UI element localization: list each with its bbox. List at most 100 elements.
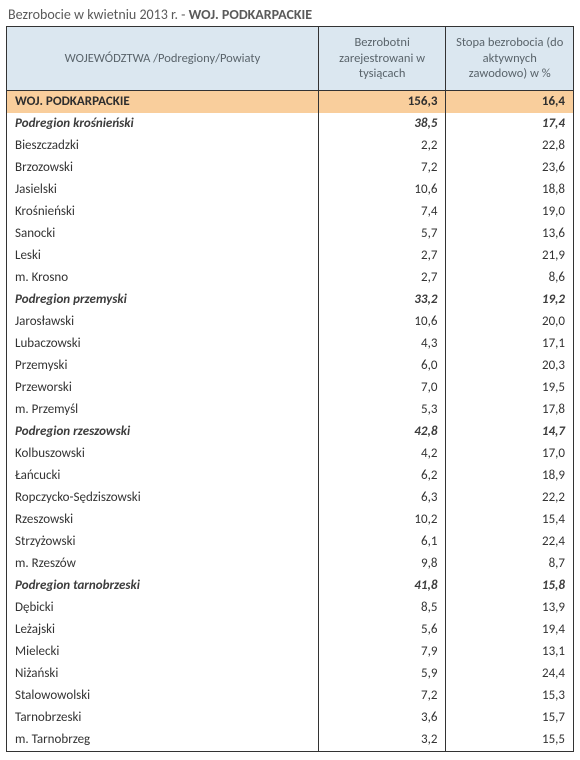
- cell-name: Brzozowski: [7, 157, 319, 179]
- cell-rate: 15,3: [446, 685, 574, 707]
- table-row: Kolbuszowski4,217,0: [7, 443, 574, 465]
- cell-rate: 17,8: [446, 399, 574, 421]
- cell-rate: 13,1: [446, 641, 574, 663]
- title-prefix: Bezrobocie w kwietniu 2013 r. -: [8, 6, 189, 23]
- cell-registered: 6,0: [318, 355, 446, 377]
- cell-registered: 8,5: [318, 597, 446, 619]
- cell-name: Dębicki: [7, 597, 319, 619]
- cell-rate: 19,4: [446, 619, 574, 641]
- cell-registered: 5,7: [318, 223, 446, 245]
- cell-rate: 20,3: [446, 355, 574, 377]
- table-row: m. Przemyśl5,317,8: [7, 399, 574, 421]
- cell-rate: 8,7: [446, 553, 574, 575]
- unemployment-table: WOJEWÓDZTWA /Podregiony/Powiaty Bezrobot…: [6, 26, 574, 752]
- cell-rate: 18,9: [446, 465, 574, 487]
- cell-registered: 10,6: [318, 179, 446, 201]
- cell-rate: 23,6: [446, 157, 574, 179]
- cell-name: m. Przemyśl: [7, 399, 319, 421]
- cell-rate: 13,6: [446, 223, 574, 245]
- table-row: Przeworski7,019,5: [7, 377, 574, 399]
- cell-registered: 5,9: [318, 663, 446, 685]
- table-row: Leski2,721,9: [7, 245, 574, 267]
- cell-rate: 15,4: [446, 509, 574, 531]
- cell-name: Jarosławski: [7, 311, 319, 333]
- table-row: m. Rzeszów9,88,7: [7, 553, 574, 575]
- table-row: Podregion rzeszowski42,814,7: [7, 421, 574, 443]
- cell-name: Kolbuszowski: [7, 443, 319, 465]
- table-row: Brzozowski7,223,6: [7, 157, 574, 179]
- cell-registered: 6,3: [318, 487, 446, 509]
- cell-registered: 9,8: [318, 553, 446, 575]
- cell-registered: 156,3: [318, 90, 446, 113]
- cell-registered: 7,0: [318, 377, 446, 399]
- table-row: m. Tarnobrzeg3,215,5: [7, 729, 574, 752]
- cell-rate: 16,4: [446, 90, 574, 113]
- cell-rate: 18,8: [446, 179, 574, 201]
- cell-registered: 7,9: [318, 641, 446, 663]
- table-row: Podregion przemyski33,219,2: [7, 289, 574, 311]
- table-row: m. Krosno2,78,6: [7, 267, 574, 289]
- cell-name: Strzyżowski: [7, 531, 319, 553]
- cell-name: Łańcucki: [7, 465, 319, 487]
- cell-registered: 41,8: [318, 575, 446, 597]
- cell-name: Mielecki: [7, 641, 319, 663]
- table-row: Dębicki8,513,9: [7, 597, 574, 619]
- table-row: Strzyżowski6,122,4: [7, 531, 574, 553]
- cell-name: WOJ. PODKARPACKIE: [7, 90, 319, 113]
- cell-rate: 21,9: [446, 245, 574, 267]
- cell-name: Podregion rzeszowski: [7, 421, 319, 443]
- cell-name: Leski: [7, 245, 319, 267]
- cell-name: Leżajski: [7, 619, 319, 641]
- cell-name: Tarnobrzeski: [7, 707, 319, 729]
- table-row: Rzeszowski10,215,4: [7, 509, 574, 531]
- title-region: WOJ. PODKARPACKIE: [189, 6, 313, 23]
- col-header-rate: Stopa bezrobocia (do aktywnych zawodowo)…: [446, 27, 574, 91]
- cell-registered: 7,2: [318, 157, 446, 179]
- table-row: Lubaczowski4,317,1: [7, 333, 574, 355]
- cell-rate: 13,9: [446, 597, 574, 619]
- cell-registered: 10,2: [318, 509, 446, 531]
- cell-registered: 38,5: [318, 113, 446, 135]
- cell-rate: 22,8: [446, 135, 574, 157]
- cell-rate: 15,8: [446, 575, 574, 597]
- cell-rate: 19,5: [446, 377, 574, 399]
- cell-registered: 7,2: [318, 685, 446, 707]
- table-row: Sanocki5,713,6: [7, 223, 574, 245]
- cell-name: Przemyski: [7, 355, 319, 377]
- cell-name: Podregion krośnieński: [7, 113, 319, 135]
- cell-registered: 2,2: [318, 135, 446, 157]
- cell-registered: 6,2: [318, 465, 446, 487]
- cell-registered: 2,7: [318, 245, 446, 267]
- table-row: Krośnieński7,419,0: [7, 201, 574, 223]
- table-row: WOJ. PODKARPACKIE156,316,4: [7, 90, 574, 113]
- cell-rate: 17,1: [446, 333, 574, 355]
- cell-name: Niżański: [7, 663, 319, 685]
- cell-registered: 3,2: [318, 729, 446, 752]
- cell-name: Krośnieński: [7, 201, 319, 223]
- cell-registered: 5,6: [318, 619, 446, 641]
- cell-registered: 2,7: [318, 267, 446, 289]
- cell-registered: 5,3: [318, 399, 446, 421]
- cell-name: Bieszczadzki: [7, 135, 319, 157]
- table-row: Jarosławski10,620,0: [7, 311, 574, 333]
- cell-rate: 17,0: [446, 443, 574, 465]
- table-row: Tarnobrzeski3,615,7: [7, 707, 574, 729]
- table-row: Jasielski10,618,8: [7, 179, 574, 201]
- cell-registered: 4,3: [318, 333, 446, 355]
- table-header-row: WOJEWÓDZTWA /Podregiony/Powiaty Bezrobot…: [7, 27, 574, 91]
- cell-rate: 14,7: [446, 421, 574, 443]
- cell-rate: 22,2: [446, 487, 574, 509]
- cell-rate: 19,0: [446, 201, 574, 223]
- table-row: Niżański5,924,4: [7, 663, 574, 685]
- cell-rate: 19,2: [446, 289, 574, 311]
- cell-rate: 24,4: [446, 663, 574, 685]
- cell-rate: 17,4: [446, 113, 574, 135]
- col-header-region: WOJEWÓDZTWA /Podregiony/Powiaty: [7, 27, 319, 91]
- table-row: Bieszczadzki2,222,8: [7, 135, 574, 157]
- cell-name: Przeworski: [7, 377, 319, 399]
- cell-rate: 15,7: [446, 707, 574, 729]
- table-row: Mielecki7,913,1: [7, 641, 574, 663]
- cell-registered: 7,4: [318, 201, 446, 223]
- cell-registered: 4,2: [318, 443, 446, 465]
- cell-name: Lubaczowski: [7, 333, 319, 355]
